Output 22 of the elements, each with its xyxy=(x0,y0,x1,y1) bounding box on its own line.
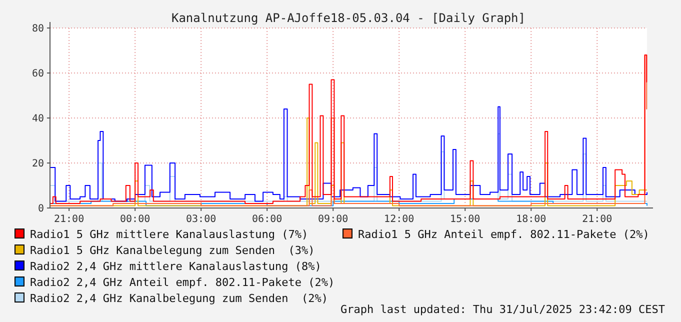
x-tick-label: 09:00 xyxy=(318,214,348,225)
x-tick-label: 12:00 xyxy=(384,214,414,225)
legend-label: Radio2 2,4 GHz Kanalbelegung zum Senden (2%) xyxy=(30,292,328,305)
y-tick-label: 0 xyxy=(38,204,44,214)
x-tick-label: 00:00 xyxy=(120,214,150,225)
y-tick-label: 60 xyxy=(32,68,44,80)
legend-label: Radio1 5 GHz Kanalbelegung zum Senden (3%) xyxy=(30,244,315,257)
y-tick-label: 40 xyxy=(32,114,44,124)
x-tick-label: 18:00 xyxy=(516,214,546,225)
legend-label: Radio2 2,4 GHz Anteil empf. 802.11-Pakete (2%) xyxy=(30,276,335,289)
x-tick-label: 15:00 xyxy=(450,214,480,225)
x-tick-label: 21:00 xyxy=(54,214,84,225)
x-tick-label: 21:00 xyxy=(582,214,612,225)
x-tick-label: 03:00 xyxy=(186,214,216,225)
x-tick-label: 06:00 xyxy=(252,214,282,225)
legend-label: Radio2 2,4 GHz mittlere Kanalauslastung (8%) xyxy=(30,260,322,273)
y-tick-label: 20 xyxy=(32,158,44,170)
chart-title: Kanalnutzung AP-AJoffe18-05.03.04 - [Daily Graph] xyxy=(171,11,526,25)
text: Graph last updated: Thu 31/Jul/2025 23:42:09 CEST xyxy=(340,303,666,316)
y-tick-label: 80 xyxy=(32,24,44,34)
legend-label: Radio1 5 GHz mittlere Kanalauslastung (7%) xyxy=(30,228,308,241)
legend-label: Radio1 5 GHz Anteil empf. 802.11-Pakete (2%) xyxy=(358,228,650,241)
